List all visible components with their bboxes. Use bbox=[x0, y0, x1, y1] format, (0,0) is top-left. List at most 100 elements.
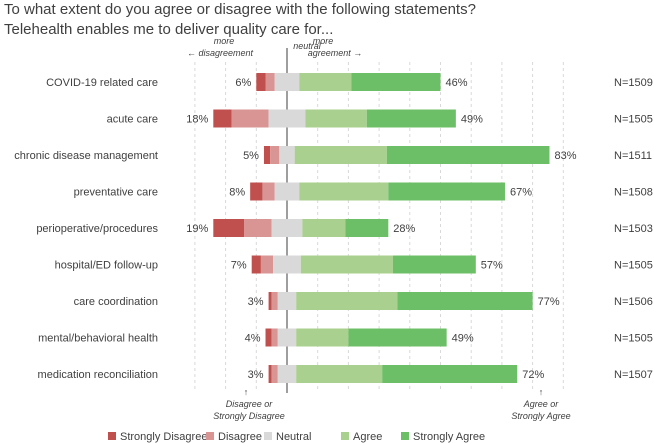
n-count-label: N=1505 bbox=[614, 114, 653, 126]
bar-agree bbox=[299, 182, 389, 201]
agree-percent-label: 28% bbox=[393, 223, 415, 235]
agree-percent-label: 83% bbox=[554, 150, 576, 162]
bar-strongly-disagree bbox=[213, 219, 245, 237]
bar-strongly-agree bbox=[348, 328, 447, 347]
category-label: mental/behavioral health bbox=[38, 333, 158, 345]
agree-percent-label: 49% bbox=[452, 333, 474, 345]
legend-swatch bbox=[108, 432, 116, 440]
bar-disagree bbox=[271, 292, 278, 310]
bar-disagree bbox=[244, 219, 272, 237]
legend-label: Strongly Agree bbox=[413, 431, 485, 443]
bar-strongly-agree bbox=[351, 73, 441, 91]
disagree-percent-label: 7% bbox=[231, 260, 247, 272]
bar-strongly-disagree bbox=[256, 73, 266, 91]
more-agreement-line1: more bbox=[313, 36, 334, 46]
bar-strongly-disagree bbox=[263, 146, 271, 164]
bar-disagree bbox=[271, 365, 278, 383]
agree-percent-label: 77% bbox=[538, 296, 560, 308]
agree-bottom-line1: Agree or bbox=[523, 399, 560, 409]
legend-swatch bbox=[206, 432, 214, 440]
bar-disagree bbox=[271, 328, 278, 347]
bar-strongly-agree bbox=[388, 182, 505, 201]
category-label: COVID-19 related care bbox=[46, 77, 158, 89]
agree-percent-label: 72% bbox=[522, 369, 544, 381]
bar-strongly-agree bbox=[386, 146, 550, 164]
bar-strongly-disagree bbox=[251, 255, 261, 274]
bar-neutral bbox=[268, 109, 306, 128]
n-count-label: N=1508 bbox=[614, 187, 653, 199]
more-agreement-line2: agreement → bbox=[308, 48, 363, 58]
chart-title: To what extent do you agree or disagree … bbox=[4, 0, 476, 40]
neutral-annotation: neutral bbox=[293, 41, 322, 51]
n-count-label: N=1511 bbox=[614, 150, 652, 162]
disagree-percent-label: 4% bbox=[245, 333, 261, 345]
disagree-percent-label: 3% bbox=[248, 369, 264, 381]
legend-label: Disagree bbox=[218, 431, 262, 443]
bar-neutral bbox=[274, 73, 300, 91]
agree-percent-label: 67% bbox=[510, 187, 532, 199]
more-disagreement-line2: ← disagreement bbox=[187, 48, 254, 58]
category-label: preventative care bbox=[74, 187, 158, 199]
bar-disagree bbox=[262, 182, 275, 201]
legend-label: Agree bbox=[353, 431, 382, 443]
n-count-label: N=1505 bbox=[614, 333, 653, 345]
n-count-label: N=1509 bbox=[614, 77, 653, 89]
bar-disagree bbox=[270, 146, 280, 164]
bar-neutral bbox=[271, 219, 303, 237]
legend: Strongly Disagree Disagree Neutral Agree Str… bbox=[108, 431, 485, 443]
bar-strongly-disagree bbox=[268, 365, 272, 383]
agree-arrow: ↑ bbox=[539, 387, 544, 397]
bar-agree bbox=[294, 146, 387, 164]
bar-disagree bbox=[260, 255, 274, 274]
disagree-arrow: ↑ bbox=[244, 387, 249, 397]
bar-neutral bbox=[273, 255, 301, 274]
agree-bottom-line2: Strongly Agree bbox=[511, 411, 570, 421]
category-label: perioperative/procedures bbox=[36, 223, 158, 235]
bar-strongly-disagree bbox=[268, 292, 272, 310]
bar-agree bbox=[296, 292, 398, 310]
more-disagreement-line1: more bbox=[214, 36, 235, 46]
disagree-percent-label: 6% bbox=[235, 77, 251, 89]
bar-strongly-agree bbox=[382, 365, 518, 383]
bar-neutral bbox=[274, 182, 300, 201]
n-count-label: N=1503 bbox=[614, 223, 653, 235]
bar-neutral bbox=[277, 365, 297, 383]
legend-swatch bbox=[401, 432, 409, 440]
bar-strongly-agree bbox=[345, 219, 389, 237]
bar-agree bbox=[296, 328, 349, 347]
chart-rows: COVID-19 related care 6% 46% N=1509 acute ca… bbox=[14, 73, 653, 383]
category-label: chronic disease management bbox=[14, 150, 158, 162]
bar-strongly-agree bbox=[366, 109, 456, 128]
disagree-percent-label: 8% bbox=[229, 187, 245, 199]
bar-agree bbox=[302, 219, 346, 237]
disagree-bottom-line2: Strongly Disagree bbox=[213, 411, 285, 421]
bar-strongly-agree bbox=[392, 255, 476, 274]
category-label: acute care bbox=[107, 114, 158, 126]
legend-label: Neutral bbox=[276, 431, 311, 443]
disagree-percent-label: 5% bbox=[243, 150, 259, 162]
bar-agree bbox=[296, 365, 383, 383]
bar-disagree bbox=[265, 73, 275, 91]
agree-percent-label: 49% bbox=[461, 114, 483, 126]
bar-agree bbox=[299, 73, 352, 91]
bar-agree bbox=[300, 255, 393, 274]
bar-strongly-disagree bbox=[250, 182, 263, 201]
bar-agree bbox=[305, 109, 367, 128]
disagree-percent-label: 19% bbox=[186, 223, 208, 235]
bar-neutral bbox=[277, 292, 297, 310]
legend-swatch bbox=[264, 432, 272, 440]
category-label: hospital/ED follow-up bbox=[55, 260, 158, 272]
title-line-1: To what extent do you agree or disagree … bbox=[4, 1, 476, 18]
n-count-label: N=1505 bbox=[614, 260, 653, 272]
bar-disagree bbox=[231, 109, 269, 128]
bar-neutral bbox=[277, 328, 297, 347]
disagree-bottom-line1: Disagree or bbox=[226, 399, 274, 409]
n-count-label: N=1507 bbox=[614, 369, 653, 381]
agree-percent-label: 46% bbox=[446, 77, 468, 89]
legend-swatch bbox=[341, 432, 349, 440]
n-count-label: N=1506 bbox=[614, 296, 653, 308]
category-label: medication reconciliation bbox=[38, 369, 158, 381]
bar-strongly-disagree bbox=[213, 109, 232, 128]
title-line-2: Telehealth enables me to deliver quality… bbox=[4, 21, 334, 38]
